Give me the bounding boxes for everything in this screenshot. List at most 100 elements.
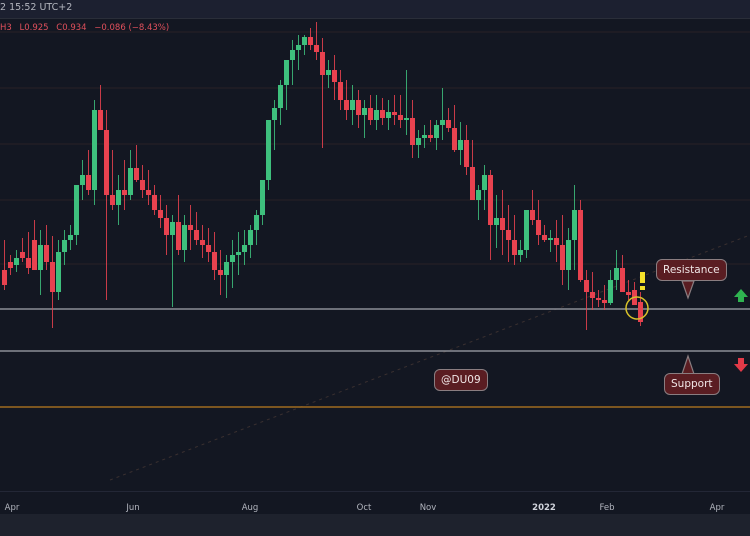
candle-body (152, 195, 157, 210)
candle-body (44, 245, 49, 262)
alert-icon-dot (640, 286, 645, 290)
candle-body (386, 112, 391, 118)
candle-body (356, 100, 361, 115)
candle-body (422, 135, 427, 138)
candle-body (218, 270, 223, 275)
candle-body (86, 175, 91, 190)
candle-body (626, 292, 631, 295)
candle-body (32, 240, 37, 270)
watermark-label: @DU09 (434, 369, 488, 391)
arrow-down-icon (734, 358, 748, 372)
candle-body (134, 168, 139, 180)
x-tick-2022: 2022 (532, 503, 556, 513)
candle-body (140, 180, 145, 190)
candle-body (404, 118, 409, 120)
candle-body (128, 168, 133, 195)
highlight-circle-icon (625, 296, 649, 320)
candle-body (254, 215, 259, 230)
candle-body (578, 210, 583, 280)
candle-body (50, 262, 55, 292)
candle-body (512, 240, 517, 255)
candle-body (518, 250, 523, 255)
candle-body (362, 108, 367, 115)
candle-body (602, 300, 607, 303)
candle-body (536, 220, 541, 235)
candle-body (38, 245, 43, 270)
candle-body (542, 235, 547, 240)
candle-body (464, 140, 469, 167)
candle-body (530, 210, 535, 220)
candle-body (68, 235, 73, 240)
candle-body (434, 125, 439, 138)
x-tick-apr: Apr (4, 503, 20, 513)
candle-body (350, 100, 355, 110)
candle-body (560, 245, 565, 270)
ohlc-low: L0.925 (19, 23, 49, 33)
candle-body (122, 190, 127, 195)
candle-body (440, 120, 445, 125)
candle-body (176, 222, 181, 250)
candle-body (446, 120, 451, 128)
candle-body (260, 180, 265, 215)
candle-body (452, 128, 457, 150)
candle-body (26, 258, 31, 268)
candle-body (320, 52, 325, 75)
candle-body (80, 175, 85, 185)
candle-body (500, 218, 505, 230)
candle-body (104, 130, 109, 195)
candle-body (8, 262, 13, 268)
alert-icon (640, 272, 645, 283)
candle-body (308, 37, 313, 45)
candle-body (524, 210, 529, 250)
candle-body (584, 280, 589, 292)
candle-body (290, 50, 295, 60)
time-axis[interactable]: Apr Jun Aug Oct Nov 2022 Feb Apr (0, 491, 750, 514)
candle-body (590, 292, 595, 298)
x-tick-aug: Aug (241, 503, 259, 513)
candle-body (296, 45, 301, 50)
trend-line (109, 234, 750, 481)
candle-body (62, 240, 67, 252)
candle-body (614, 268, 619, 280)
bottom-toolbar (0, 514, 750, 536)
candle-body (164, 218, 169, 235)
candle-body (56, 252, 61, 292)
candle-body (398, 115, 403, 120)
candle-body (506, 230, 511, 240)
candle-body (212, 252, 217, 270)
arrow-up-icon (734, 289, 748, 302)
candle-body (554, 238, 559, 245)
candle-body (92, 110, 97, 190)
candle-body (338, 82, 343, 100)
candle-body (74, 185, 79, 235)
chart-header-bar: 2 15:52 UTC+2 (0, 0, 750, 19)
candle-body (188, 225, 193, 230)
candle-body (116, 190, 121, 205)
candlestick-chart[interactable] (0, 18, 750, 491)
x-tick-jun: Jun (126, 503, 140, 513)
candle-body (470, 167, 475, 200)
candle-body (548, 238, 553, 240)
candle-body (476, 190, 481, 200)
candle-body (482, 175, 487, 190)
candle-body (428, 135, 433, 138)
ohlc-close: C0.934 (56, 23, 87, 33)
candle-body (110, 195, 115, 205)
candle-body (200, 240, 205, 245)
candle-body (368, 108, 373, 120)
candle-body (326, 70, 331, 75)
candle-body (374, 110, 379, 120)
candle-body (596, 298, 601, 300)
candle-body (242, 245, 247, 252)
candle-body (248, 230, 253, 245)
candle-body (416, 138, 421, 145)
candle-body (332, 70, 337, 82)
candle-body (146, 190, 151, 195)
candle-body (494, 218, 499, 225)
ohlc-change: −0.086 (−8.43%) (94, 23, 170, 33)
candle-body (266, 120, 271, 180)
candle-body (278, 85, 283, 108)
candle-body (194, 230, 199, 240)
x-tick-feb: Feb (599, 503, 615, 513)
candle-body (608, 280, 613, 303)
